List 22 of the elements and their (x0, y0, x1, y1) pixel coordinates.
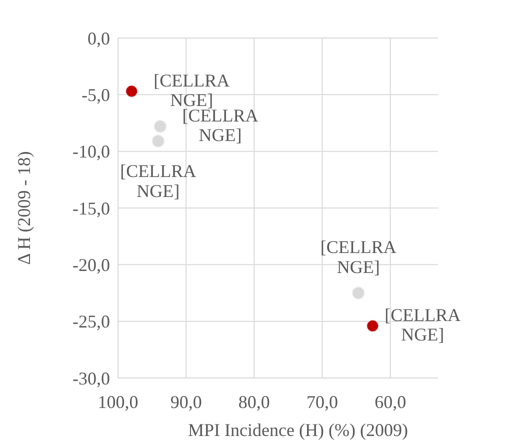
y-axis-title: Δ H (2009 - 18) (14, 151, 34, 265)
x-tick-label: 60,0 (374, 392, 406, 412)
annotation: [CELLRANGE] (120, 161, 196, 201)
annotation: [CELLRANGE] (384, 304, 461, 345)
y-tick-label: -15,0 (72, 198, 110, 218)
point (125, 84, 138, 98)
x-axis-title: MPI Incidence (H) (%) (2009) (188, 420, 408, 440)
point (152, 134, 165, 148)
x-tick-label: 80,0 (238, 392, 270, 412)
point (366, 319, 380, 332)
point (352, 286, 365, 300)
y-tick-label: -20,0 (72, 254, 110, 275)
y-tick-label: -10,0 (72, 142, 110, 162)
y-tick-label: -25,0 (72, 312, 110, 332)
annotation: [CELLRANGE] (320, 237, 396, 277)
y-tick-label: 0,0 (88, 28, 110, 48)
x-tick-label: 100,0 (98, 392, 138, 412)
x-tick-label: 90,0 (170, 392, 202, 412)
y-tick-label: -30,0 (72, 368, 110, 388)
point (154, 120, 167, 133)
y-tick-label: -5,0 (82, 84, 110, 105)
x-tick-label: 70,0 (306, 392, 338, 412)
